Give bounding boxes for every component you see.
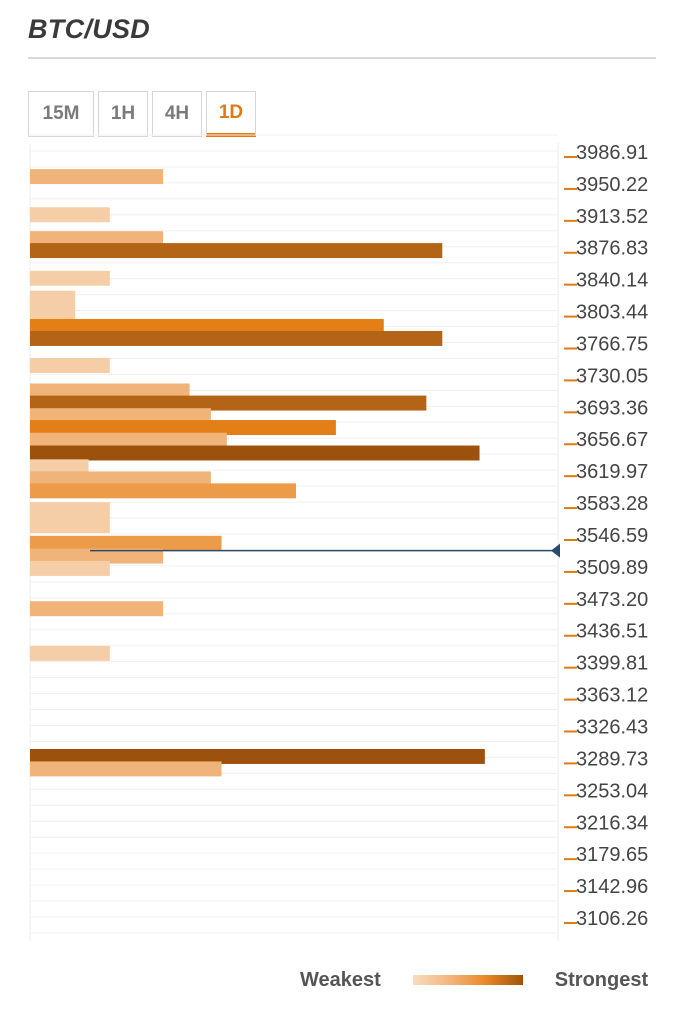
confluence-bar xyxy=(30,749,485,764)
timeframe-tabs: 15M 1H 4H 1D xyxy=(28,91,256,139)
confluence-bar xyxy=(30,270,110,286)
title-divider xyxy=(28,57,656,59)
y-tick-label: 3289.73 xyxy=(576,748,648,770)
confluence-bar xyxy=(30,420,336,436)
confluence-bar xyxy=(30,483,296,499)
confluence-bar xyxy=(30,318,384,334)
legend-gradient-bar xyxy=(412,975,523,985)
confluence-bar xyxy=(30,645,110,661)
tab-1h[interactable]: 1H xyxy=(98,91,148,137)
y-tick-label: 3363.12 xyxy=(576,685,648,707)
confluence-bar xyxy=(30,243,443,259)
y-tick-label: 3840.14 xyxy=(576,270,648,292)
y-tick-label: 3436.51 xyxy=(576,621,648,643)
y-tick-label: 3803.44 xyxy=(576,302,648,324)
y-tick-label: 3546.59 xyxy=(576,525,648,547)
confluence-bar xyxy=(30,459,89,475)
y-tick-label: 3693.36 xyxy=(576,397,648,419)
confluence-bar xyxy=(30,169,163,185)
current-price-marker xyxy=(551,543,560,558)
y-tick-label: 3730.05 xyxy=(576,365,648,387)
confluence-bar xyxy=(30,601,163,617)
y-tick-label: 3473.20 xyxy=(576,589,648,611)
legend-strongest-label: Strongest xyxy=(554,968,649,991)
y-tick-label: 3656.67 xyxy=(576,429,648,451)
y-tick-label: 3326.43 xyxy=(576,716,648,738)
confluence-bar xyxy=(30,502,110,534)
tab-15m[interactable]: 15M xyxy=(28,91,94,137)
confluence-bar xyxy=(30,408,211,424)
confluence-bar xyxy=(30,445,480,461)
y-tick-label: 3106.26 xyxy=(576,908,648,930)
y-tick-label: 3142.96 xyxy=(576,876,648,898)
confluence-bar xyxy=(30,231,163,247)
confluence-bar xyxy=(30,535,222,551)
y-tick-label: 3619.97 xyxy=(576,461,648,483)
confluence-bar xyxy=(30,432,227,448)
legend-weakest-label: Weakest xyxy=(300,968,381,991)
confluence-bar xyxy=(30,330,443,346)
y-tick-label: 3253.04 xyxy=(576,780,648,802)
confluence-bar xyxy=(30,471,211,487)
y-tick-label: 3509.89 xyxy=(576,557,648,579)
y-tick-label: 3766.75 xyxy=(576,333,648,355)
y-tick-label: 3876.83 xyxy=(576,238,648,260)
confluence-bar xyxy=(30,290,76,322)
confluence-bar xyxy=(30,548,163,564)
strength-legend: Weakest Strongest xyxy=(300,966,648,994)
y-tick-label: 3913.52 xyxy=(576,206,648,228)
y-tick-label: 3950.22 xyxy=(576,174,648,196)
confluence-bar xyxy=(30,761,222,777)
y-tick-label: 3399.81 xyxy=(576,653,648,675)
confluence-bar xyxy=(30,560,110,576)
confluence-bar xyxy=(30,383,190,399)
tab-4h[interactable]: 4H xyxy=(152,91,202,137)
y-tick-label: 3216.34 xyxy=(576,812,648,834)
y-tick-label: 3986.91 xyxy=(576,142,648,164)
confluence-bar xyxy=(30,207,110,223)
tab-1d[interactable]: 1D xyxy=(206,91,256,137)
page-title: BTC/USD xyxy=(28,14,151,44)
confluence-bar xyxy=(30,358,110,373)
confluence-bar xyxy=(30,395,427,411)
y-tick-label: 3179.65 xyxy=(576,844,648,866)
y-tick-label: 3583.28 xyxy=(576,493,648,515)
